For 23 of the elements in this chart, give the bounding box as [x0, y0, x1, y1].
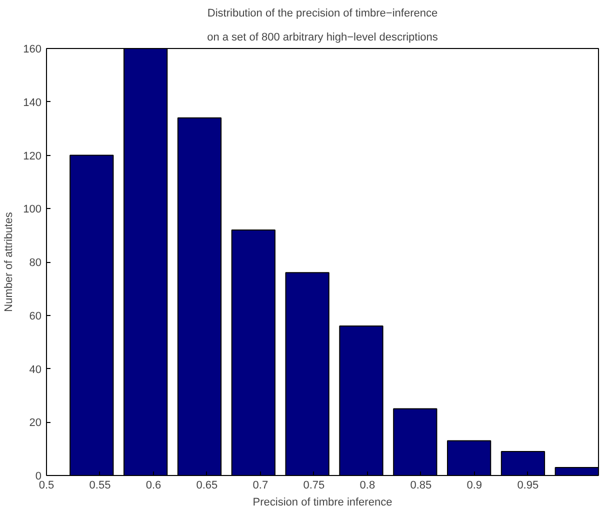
y-tick-label: 160 [23, 44, 42, 56]
x-axis-title: Precision of timbre inference [252, 496, 392, 508]
y-tick-label: 20 [29, 417, 42, 430]
y-axis-title: Number of attributes [3, 212, 16, 312]
y-tick-label: 140 [23, 96, 42, 109]
y-tick-label: 60 [29, 310, 42, 322]
x-tick-label: 0.7 [252, 480, 268, 492]
y-tick-label: 100 [23, 204, 42, 216]
chart-subtitle: on a set of 800 arbitrary high−level descriptions [207, 32, 438, 44]
x-tick-label: 0.95 [517, 480, 539, 492]
x-tick-label: 0.55 [89, 480, 111, 492]
chart-title: Distribution of the precision of timbre−inference [207, 8, 438, 20]
y-tick-label: 0 [35, 470, 42, 482]
x-tick-label: 0.9 [466, 480, 482, 492]
x-tick-label: 0.65 [196, 480, 218, 492]
x-tick-label: 0.85 [410, 480, 432, 492]
x-tick-label: 0.8 [360, 480, 376, 492]
x-tick-label: 0.75 [303, 480, 325, 492]
y-tick-label: 120 [23, 150, 42, 162]
x-tick-label: 0.5 [38, 480, 54, 492]
y-tick-label: 40 [29, 364, 42, 376]
y-tick-label: 80 [29, 257, 42, 269]
x-tick-label: 0.6 [146, 480, 162, 492]
